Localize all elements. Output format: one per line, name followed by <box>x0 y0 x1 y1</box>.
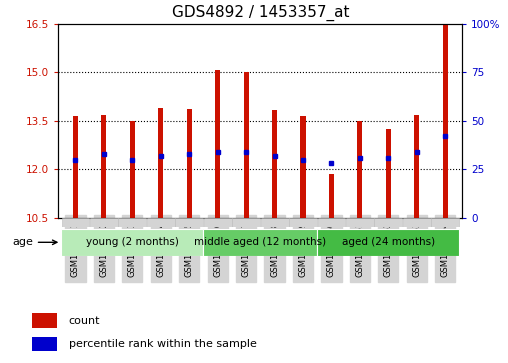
Bar <box>61 229 204 256</box>
Bar <box>374 218 402 227</box>
Bar <box>414 115 419 218</box>
Bar <box>147 218 175 227</box>
Bar <box>232 218 260 227</box>
Bar <box>158 109 164 218</box>
Bar <box>33 313 57 328</box>
Bar <box>243 72 249 218</box>
Bar <box>318 218 345 227</box>
Bar <box>186 109 192 218</box>
Bar <box>204 218 232 227</box>
Bar <box>300 116 306 218</box>
Bar <box>118 218 146 227</box>
Bar <box>130 121 135 218</box>
Bar <box>346 218 374 227</box>
Bar <box>261 218 289 227</box>
Bar <box>90 218 118 227</box>
Bar <box>289 218 317 227</box>
Bar <box>33 337 57 351</box>
Bar <box>357 121 362 218</box>
Bar <box>317 229 459 256</box>
Text: middle aged (12 months): middle aged (12 months) <box>194 237 327 247</box>
Text: age: age <box>12 237 57 247</box>
Bar <box>329 174 334 218</box>
Bar <box>175 218 203 227</box>
Text: count: count <box>69 315 101 326</box>
Text: aged (24 months): aged (24 months) <box>342 237 435 247</box>
Text: young (2 months): young (2 months) <box>86 237 179 247</box>
Bar <box>431 218 459 227</box>
Title: GDS4892 / 1453357_at: GDS4892 / 1453357_at <box>172 5 349 21</box>
Text: percentile rank within the sample: percentile rank within the sample <box>69 339 257 349</box>
Bar <box>386 129 391 218</box>
Bar <box>272 110 277 218</box>
Bar <box>215 70 220 218</box>
Bar <box>204 229 317 256</box>
Bar <box>102 115 107 218</box>
Bar <box>403 218 431 227</box>
Bar <box>442 24 448 218</box>
Bar <box>73 116 78 218</box>
Bar <box>61 218 89 227</box>
